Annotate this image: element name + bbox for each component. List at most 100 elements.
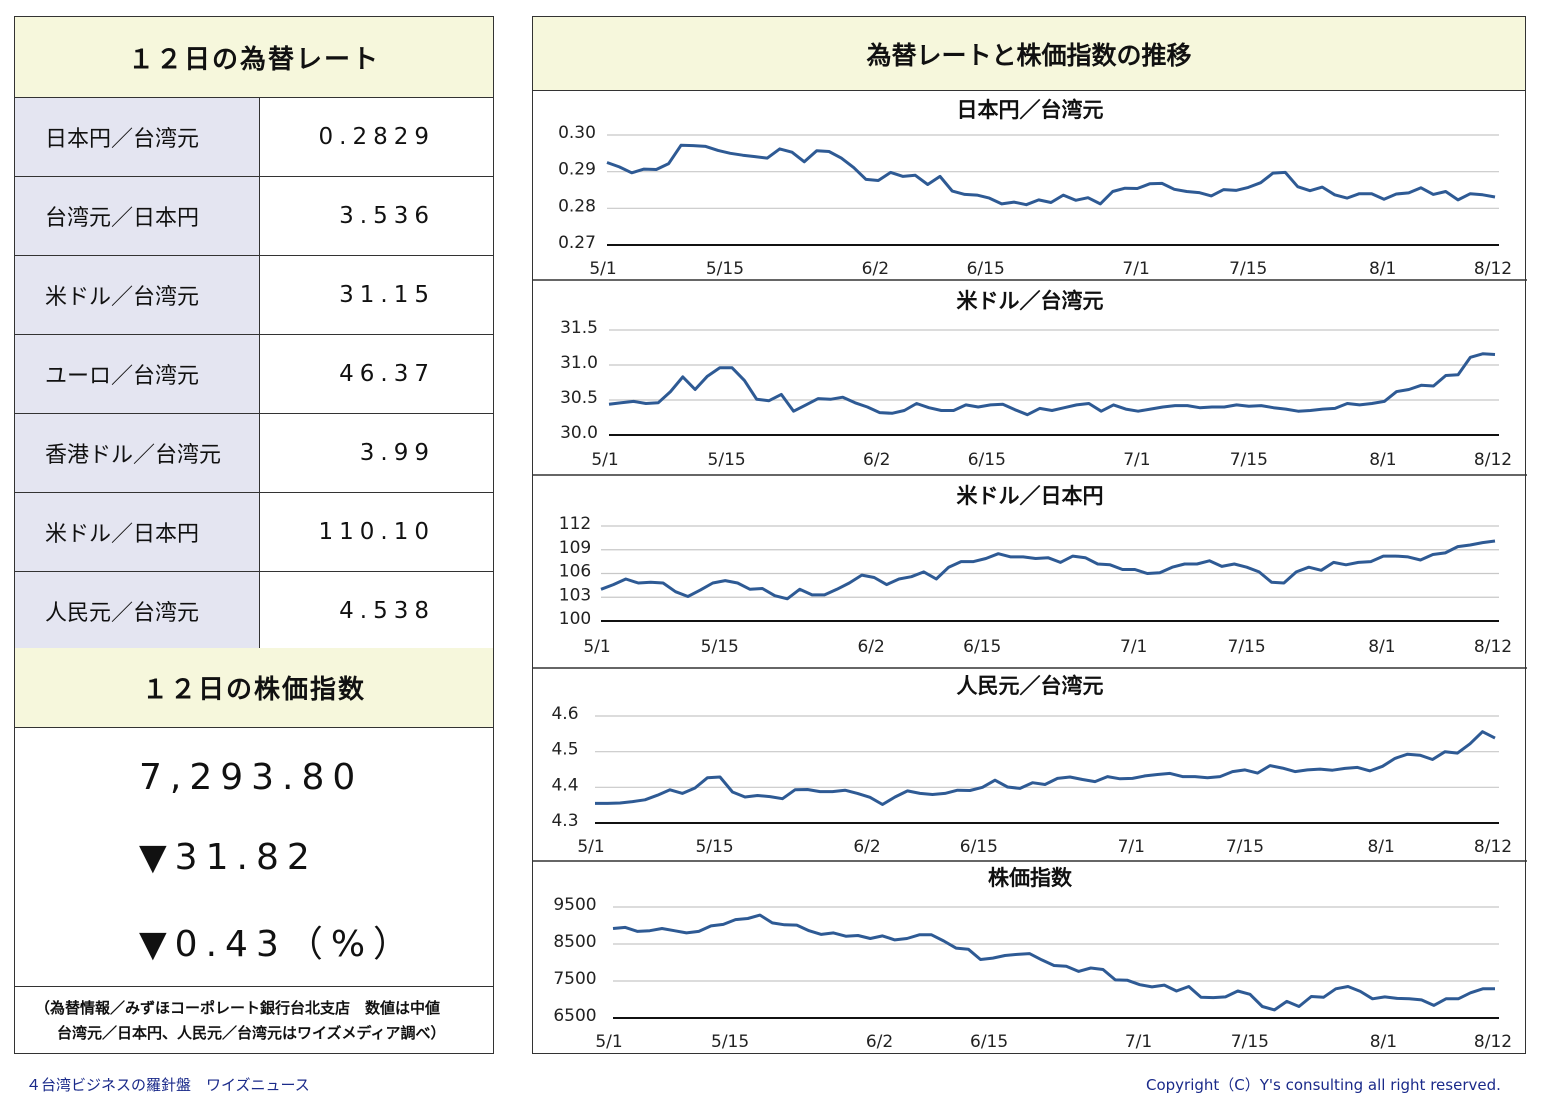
x-tick-label: 7/15	[1231, 1032, 1269, 1052]
x-tick-label: 5/15	[701, 637, 739, 657]
x-tick-label: 5/15	[695, 837, 733, 857]
x-tick-label: 8/1	[1367, 837, 1394, 857]
y-tick-label: 4.4	[551, 775, 578, 795]
rate-row: ユーロ／台湾元 46.37	[15, 335, 493, 414]
rate-row: 台湾元／日本円 3.536	[15, 177, 493, 256]
x-tick-label: 6/15	[963, 637, 1001, 657]
x-tick-label: 5/1	[595, 1032, 622, 1052]
rates-title: １２日の為替レート	[15, 17, 493, 98]
rate-label: 米ドル／台湾元	[15, 256, 260, 334]
x-tick-label: 6/15	[970, 1032, 1008, 1052]
x-tick-label: 7/1	[1122, 259, 1149, 279]
charts-title: 為替レートと株価指数の推移	[533, 17, 1525, 91]
x-tick-label: 7/15	[1229, 259, 1267, 279]
stock-title: １２日の株価指数	[15, 648, 493, 728]
y-tick-label: 7500	[553, 969, 596, 989]
rate-row: 日本円／台湾元 0.2829	[15, 98, 493, 177]
rate-row: 米ドル／台湾元 31.15	[15, 256, 493, 335]
x-tick-label: 5/1	[591, 450, 618, 470]
y-tick-label: 4.5	[551, 740, 578, 760]
y-tick-label: 9500	[553, 895, 596, 915]
series-line	[595, 730, 1496, 806]
x-tick-label: 6/15	[967, 259, 1005, 279]
y-tick-label: 4.6	[551, 704, 578, 724]
rate-value: 0.2829	[318, 124, 435, 150]
y-tick-label: 103	[559, 585, 591, 605]
y-tick-label: 6500	[553, 1006, 596, 1026]
x-tick-label: 8/1	[1370, 1032, 1397, 1052]
x-tick-label: 8/1	[1369, 259, 1396, 279]
y-tick-label: 8500	[553, 932, 596, 952]
x-tick-label: 8/12	[1474, 450, 1512, 470]
chart-title: 米ドル／日本円	[957, 484, 1104, 508]
x-tick-label: 5/15	[706, 259, 744, 279]
rate-label: 日本円／台湾元	[15, 98, 260, 176]
x-tick-label: 8/12	[1474, 1032, 1512, 1052]
rate-row: 香港ドル／台湾元 3.99	[15, 414, 493, 493]
x-tick-label: 8/12	[1474, 259, 1512, 279]
x-tick-label: 6/2	[857, 637, 884, 657]
rate-label: 台湾元／日本円	[15, 177, 260, 255]
x-tick-label: 7/15	[1228, 637, 1266, 657]
series-line	[606, 143, 1496, 207]
x-tick-label: 6/2	[863, 450, 890, 470]
x-tick-label: 5/15	[708, 450, 746, 470]
y-tick-label: 100	[559, 609, 591, 629]
note-line-2: 台湾元／日本円、人民元／台湾元はワイズメディア調べ）	[57, 1024, 446, 1042]
x-tick-label: 6/2	[866, 1032, 893, 1052]
series-line	[600, 539, 1496, 601]
x-tick-label: 6/2	[853, 837, 880, 857]
x-tick-label: 7/15	[1226, 837, 1264, 857]
y-tick-label: 0.27	[558, 233, 596, 253]
x-tick-label: 7/1	[1120, 637, 1147, 657]
x-tick-label: 7/1	[1123, 450, 1150, 470]
y-tick-label: 106	[559, 562, 591, 582]
x-tick-label: 8/1	[1369, 450, 1396, 470]
x-tick-label: 8/12	[1474, 837, 1512, 857]
rate-label: 人民元／台湾元	[15, 572, 260, 650]
y-tick-label: 0.30	[558, 123, 596, 143]
x-tick-label: 5/1	[577, 837, 604, 857]
y-tick-label: 4.3	[551, 811, 578, 831]
y-tick-label: 0.29	[558, 160, 596, 180]
x-tick-label: 5/1	[583, 637, 610, 657]
x-tick-label: 6/15	[968, 450, 1006, 470]
rate-label: 香港ドル／台湾元	[15, 414, 260, 492]
rate-value: 31.15	[339, 282, 435, 308]
right-panel: 為替レートと株価指数の推移 日本円／台湾元 0.30 0.29 0.28 0.27 5/1…	[532, 16, 1527, 1054]
note-line-1: （為替情報／みずほコーポレート銀行台北支店 数値は中値	[35, 999, 441, 1017]
y-tick-label: 0.28	[558, 196, 596, 216]
x-tick-label: 6/2	[862, 259, 889, 279]
y-tick-label: 30.0	[560, 423, 598, 443]
stock-value: 7,293.80	[139, 757, 364, 798]
series-line	[612, 913, 1495, 1012]
rate-value: 3.536	[339, 203, 435, 229]
x-tick-label: 8/1	[1368, 637, 1395, 657]
stock-change-pct: ▼0.43（%）	[139, 924, 418, 965]
x-tick-label: 7/1	[1118, 837, 1145, 857]
rate-label: ユーロ／台湾元	[15, 335, 260, 413]
chart-title: 株価指数	[988, 866, 1073, 890]
rate-label: 米ドル／日本円	[15, 493, 260, 571]
chart-title: 米ドル／台湾元	[957, 289, 1104, 313]
charts-svg: 日本円／台湾元 0.30 0.29 0.28 0.27 5/1 5/15 6/2 6/15 7/1…	[533, 98, 1527, 1052]
x-tick-label: 6/15	[960, 837, 998, 857]
x-tick-label: 5/1	[589, 259, 616, 279]
left-panel: １２日の為替レート 日本円／台湾元 0.2829 台湾元／日本円 3.536 米…	[14, 16, 494, 1054]
x-tick-label: 5/15	[711, 1032, 749, 1052]
rate-row: 米ドル／日本円 110.10	[15, 493, 493, 572]
x-tick-label: 7/15	[1230, 450, 1268, 470]
rate-value: 46.37	[339, 361, 435, 387]
series-line	[608, 352, 1496, 417]
y-tick-label: 31.5	[560, 318, 598, 338]
note-divider	[15, 986, 493, 987]
rate-value: 3.99	[359, 440, 435, 466]
chart-title: 人民元／台湾元	[957, 674, 1104, 698]
footer-left: ４台湾ビジネスの羅針盤 ワイズニュース	[26, 1076, 310, 1094]
y-tick-label: 30.5	[560, 388, 598, 408]
x-tick-label: 8/12	[1474, 637, 1512, 657]
rate-value: 110.10	[318, 519, 435, 545]
chart-title: 日本円／台湾元	[957, 98, 1104, 122]
x-tick-label: 7/1	[1125, 1032, 1152, 1052]
y-tick-label: 31.0	[560, 353, 598, 373]
